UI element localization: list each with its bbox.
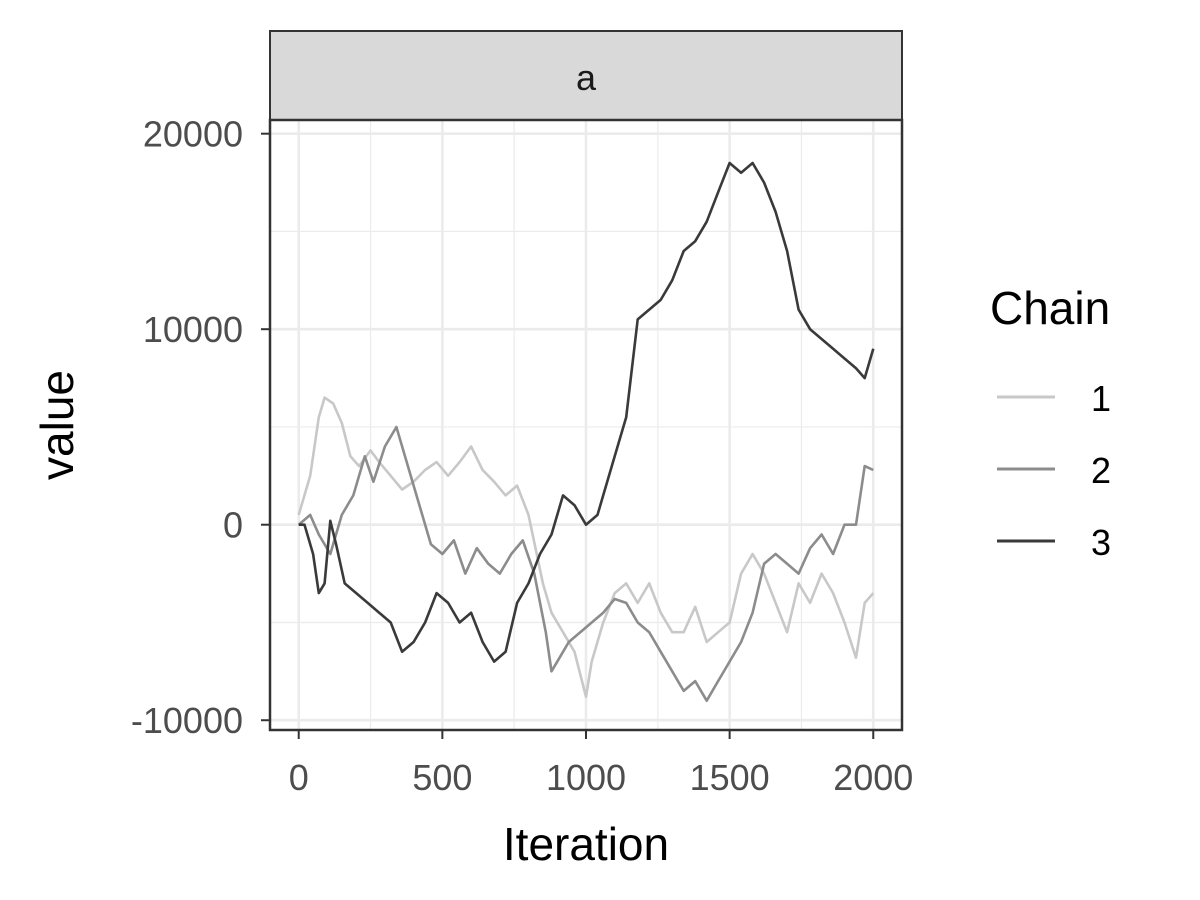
series-lines [297,161,875,703]
x-tick-label: 500 [412,757,472,798]
x-tick-label: 1000 [546,757,626,798]
facet-strip [269,30,903,121]
y-tick-label: -10000 [131,700,243,741]
x-axis: 0 500 1000 1500 2000 [289,730,913,798]
legend-label-chain-3: 3 [1091,522,1111,563]
legend-title: Chain [990,282,1110,334]
series-line-chain-1 [297,396,875,699]
legend-label-chain-1: 1 [1091,378,1111,419]
series-line-chain-3 [298,161,875,663]
y-axis: -10000 0 10000 20000 [131,114,270,741]
y-axis-title: value [31,370,83,480]
x-tick-label: 0 [289,757,309,798]
series-line-chain-2 [297,425,874,703]
grid-major [270,120,902,730]
y-tick-label: 0 [223,505,243,546]
legend-label-chain-2: 2 [1091,450,1111,491]
y-tick-label: 20000 [143,114,243,155]
x-tick-label: 1500 [690,757,770,798]
facet-label: a [576,57,597,98]
y-tick-label: 10000 [143,309,243,350]
x-tick-label: 2000 [833,757,913,798]
legend: 1 2 3 [997,378,1111,563]
x-axis-title: Iteration [503,818,669,870]
